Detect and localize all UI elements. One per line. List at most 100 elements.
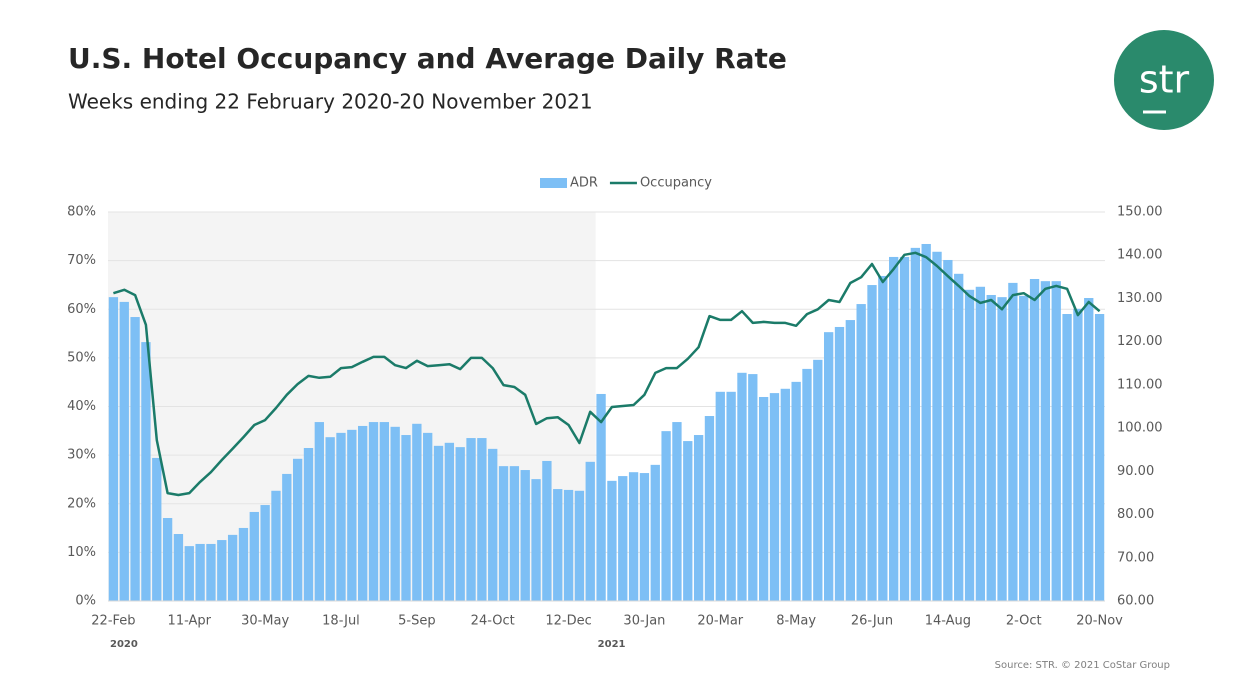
bar <box>282 473 292 601</box>
bar <box>303 447 314 601</box>
year-label: 2020 <box>110 639 138 650</box>
y-tick-label: 80% <box>67 205 96 220</box>
bar <box>954 273 964 601</box>
bar <box>1029 278 1040 601</box>
bar <box>217 540 227 601</box>
bar <box>206 543 216 601</box>
bar <box>553 489 563 601</box>
bar <box>704 416 715 601</box>
bar <box>932 251 942 601</box>
bar <box>325 437 335 601</box>
bar <box>152 457 162 601</box>
bar <box>683 441 693 601</box>
bar <box>585 461 595 601</box>
bar <box>780 388 790 601</box>
bar <box>1062 314 1072 601</box>
bar <box>195 543 205 601</box>
bar <box>260 505 270 601</box>
bar <box>1040 281 1051 601</box>
y2-tick-label: 60.00 <box>1117 594 1154 609</box>
bar <box>834 326 845 601</box>
bar <box>520 470 530 601</box>
bar <box>542 460 552 601</box>
bar <box>498 466 509 601</box>
bar <box>390 426 400 601</box>
bar <box>769 393 780 601</box>
bar <box>455 447 465 601</box>
legend-swatch <box>540 178 567 188</box>
bar <box>910 247 921 601</box>
bar <box>271 490 281 601</box>
y-tick-label: 20% <box>67 496 96 511</box>
chart-subtitle: Weeks ending 22 February 2020-20 Novembe… <box>68 90 593 114</box>
bar <box>737 372 747 601</box>
x-tick-label: 20-Nov <box>1076 614 1123 629</box>
bar <box>412 423 422 601</box>
x-tick-label: 5-Sep <box>398 614 435 629</box>
bar <box>563 489 574 601</box>
x-tick-label: 24-Oct <box>471 614 515 629</box>
bar <box>672 422 682 601</box>
bar <box>823 332 834 601</box>
bar <box>119 301 129 601</box>
x-tick-label: 26-Jun <box>851 614 893 629</box>
line <box>113 251 1101 497</box>
bar <box>715 391 725 601</box>
bar <box>889 256 899 601</box>
y2-tick-label: 130.00 <box>1117 291 1163 306</box>
bar <box>141 342 151 601</box>
bar <box>802 368 812 601</box>
bar <box>650 464 660 601</box>
bar <box>423 432 433 601</box>
bar <box>466 438 476 601</box>
bar <box>1073 308 1083 601</box>
bar <box>314 422 324 601</box>
x-tick-label: 12-Dec <box>545 614 591 629</box>
bar <box>986 294 996 601</box>
bar <box>618 476 628 601</box>
bar <box>1084 298 1094 601</box>
y-tick-label: 30% <box>67 448 96 463</box>
bar <box>943 259 953 601</box>
bar <box>368 422 379 601</box>
bar <box>292 458 303 601</box>
y-tick-label: 0% <box>75 594 96 609</box>
y2-tick-label: 80.00 <box>1117 507 1154 522</box>
source-note: Source: STR. © 2021 CoStar Group <box>995 660 1170 671</box>
y-tick-label: 60% <box>67 302 96 317</box>
y-tick-label: 10% <box>67 545 96 560</box>
x-tick-label: 8-May <box>776 614 816 629</box>
bar <box>249 511 259 601</box>
bar <box>856 304 866 601</box>
y-tick-label: 70% <box>67 253 96 268</box>
y-tick-label: 40% <box>67 399 96 414</box>
x-tick-label: 22-Feb <box>91 614 135 629</box>
x-tick-label: 30-May <box>241 614 289 629</box>
bar <box>130 317 140 601</box>
y2-tick-label: 100.00 <box>1117 421 1163 436</box>
bar <box>1008 282 1018 601</box>
y2-tick-label: 150.00 <box>1117 205 1163 220</box>
bar <box>639 473 650 601</box>
bar <box>607 480 617 601</box>
logo-circle <box>1114 30 1214 130</box>
bar <box>813 359 823 601</box>
bar <box>444 442 455 601</box>
legend-label: Occupancy <box>640 176 712 191</box>
bar <box>693 435 704 601</box>
x-tick-label: 20-Mar <box>697 614 743 629</box>
bar <box>433 445 444 601</box>
x-tick-label: 18-Jul <box>322 614 360 629</box>
bar <box>661 431 671 601</box>
bar <box>379 422 390 601</box>
bar <box>227 534 238 601</box>
y2-tick-label: 70.00 <box>1117 550 1154 565</box>
x-tick-label: 30-Jan <box>623 614 665 629</box>
y-tick-label: 50% <box>67 350 96 365</box>
x-tick-label: 11-Apr <box>168 614 212 629</box>
bar <box>238 527 249 601</box>
bar <box>1051 281 1061 601</box>
bar <box>108 297 119 601</box>
bar <box>173 534 184 601</box>
